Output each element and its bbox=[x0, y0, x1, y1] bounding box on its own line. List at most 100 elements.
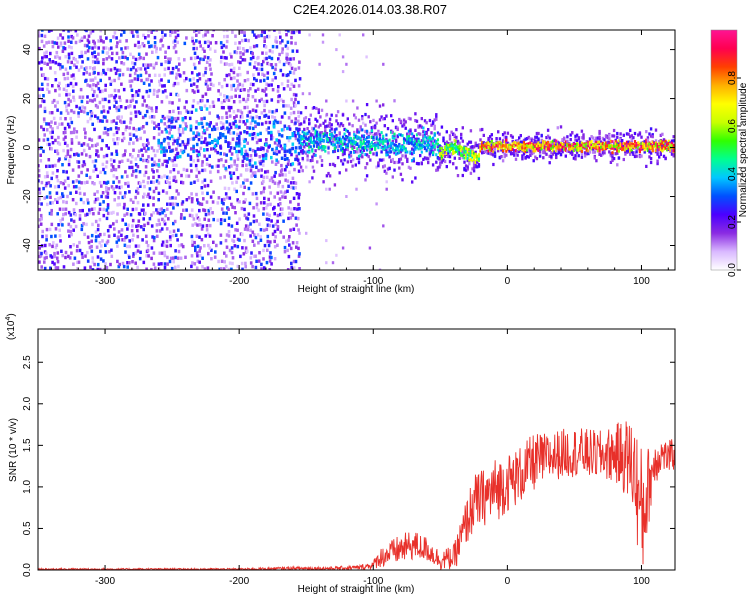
spectrogram-cell bbox=[48, 211, 52, 216]
spectrogram-cell bbox=[402, 118, 406, 122]
spectrogram-cell bbox=[375, 141, 378, 145]
spectrogram-cell bbox=[472, 163, 476, 167]
spectrogram-cell bbox=[341, 246, 345, 250]
spectrogram-cell bbox=[255, 196, 259, 201]
spectrogram-cell bbox=[57, 184, 60, 189]
spectrogram-cell bbox=[477, 157, 480, 161]
spectrogram-cell bbox=[383, 117, 386, 121]
spectrogram-cell bbox=[94, 235, 98, 239]
spectrogram-cell bbox=[141, 42, 145, 46]
spectrogram-cell bbox=[69, 245, 72, 249]
spectrogram-cell bbox=[365, 55, 368, 59]
spectrogram-cell bbox=[411, 159, 414, 162]
spectrogram-cell bbox=[337, 137, 340, 141]
spectrogram-cell bbox=[479, 128, 482, 132]
spectrogram-cell bbox=[145, 254, 148, 258]
spectrogram-cell bbox=[238, 99, 242, 104]
spectrogram-cell bbox=[415, 146, 419, 150]
spectrogram-cell bbox=[640, 142, 643, 146]
spectrogram-cell bbox=[298, 267, 301, 270]
spectrogram-cell bbox=[505, 140, 508, 144]
spectrogram-cell bbox=[407, 116, 411, 120]
spectrogram-cell bbox=[65, 84, 68, 88]
spectrogram-cell bbox=[290, 97, 293, 102]
spectrogram-cell bbox=[325, 136, 328, 140]
spectrogram-cell bbox=[147, 147, 150, 151]
spectrogram-cell bbox=[382, 62, 385, 66]
spectrogram-cell bbox=[357, 144, 361, 148]
spectrogram-cell bbox=[113, 98, 117, 103]
spectrogram-cell bbox=[140, 208, 144, 212]
spectrogram-cell bbox=[282, 191, 285, 195]
spectrogram-cell bbox=[141, 103, 145, 107]
spectrogram-cell bbox=[185, 198, 189, 202]
spectrogram-cell bbox=[118, 202, 121, 207]
spectrogram-cell bbox=[81, 164, 85, 168]
spectrogram-cell bbox=[325, 132, 329, 136]
spectrogram-cell bbox=[98, 180, 102, 185]
spectrogram-cell bbox=[127, 184, 130, 188]
spectrogram-cell bbox=[359, 125, 362, 129]
spectrogram-cell bbox=[58, 87, 61, 91]
spectrogram-cell bbox=[234, 34, 237, 38]
spectrogram-cell bbox=[295, 127, 298, 131]
spectrogram-cell bbox=[177, 127, 181, 131]
spectrogram-cell bbox=[251, 95, 255, 99]
spectrogram-cell bbox=[285, 60, 288, 64]
spectrogram-cell bbox=[423, 119, 427, 123]
spectrogram-cell bbox=[216, 139, 219, 143]
spectrogram-cell bbox=[123, 213, 126, 217]
spectrogram-cell bbox=[53, 251, 56, 256]
spectrogram-cell bbox=[107, 55, 111, 59]
spectrogram-cell bbox=[500, 141, 503, 145]
spectrogram-cell bbox=[266, 239, 270, 244]
spectrogram-cell bbox=[280, 128, 284, 132]
spectrogram-cell bbox=[78, 55, 81, 59]
spectrogram-cell bbox=[110, 57, 114, 61]
spectrogram-cell bbox=[72, 76, 76, 81]
spectrogram-cell bbox=[287, 184, 290, 188]
spectrogram-cell bbox=[281, 50, 284, 55]
spectrogram-cell bbox=[291, 213, 295, 217]
spectrogram-cell bbox=[160, 119, 163, 123]
spectrogram-cell bbox=[82, 142, 86, 146]
spectrogram-cell bbox=[596, 141, 600, 145]
spectrogram-cell bbox=[174, 153, 178, 158]
spectrogram-cell bbox=[242, 97, 245, 102]
spectrogram-cell bbox=[212, 240, 215, 244]
spectrogram-cell bbox=[430, 123, 433, 127]
spectrogram-cell bbox=[118, 160, 121, 164]
spectrogram-cell bbox=[273, 205, 276, 210]
spectrogram-cell bbox=[128, 104, 132, 108]
spectrogram-cell bbox=[509, 152, 513, 156]
spectrogram-cell bbox=[148, 88, 152, 93]
spectrogram-cell bbox=[193, 51, 197, 55]
spectrogram-cell bbox=[53, 71, 57, 75]
spectrogram-cell bbox=[535, 131, 539, 136]
spectrogram-cell bbox=[86, 44, 89, 48]
spectrogram-cell bbox=[291, 241, 295, 245]
spectrogram-cell bbox=[319, 133, 322, 137]
spectrogram-cell bbox=[308, 137, 311, 141]
spectrogram-cell bbox=[139, 184, 142, 188]
spectrogram-cell bbox=[83, 35, 86, 39]
spectrogram-cell bbox=[62, 212, 65, 217]
spectrogram-cell bbox=[521, 157, 524, 161]
spectrogram-cell bbox=[109, 82, 113, 86]
spectrogram-cell bbox=[93, 164, 97, 168]
spectrogram-cell bbox=[254, 120, 257, 124]
spectrogram-cell bbox=[50, 234, 53, 239]
spectrogram-cell bbox=[195, 266, 199, 270]
spectrogram-cell bbox=[44, 184, 48, 188]
spectrogram-cell bbox=[193, 66, 197, 70]
spectrogram-cell bbox=[70, 232, 73, 237]
spectrogram-cell bbox=[238, 82, 242, 87]
spectrogram-cell bbox=[487, 146, 490, 149]
spectrogram-cell bbox=[227, 223, 231, 227]
spectrogram-cell bbox=[139, 157, 143, 162]
spectrogram-cell bbox=[436, 168, 440, 172]
spectrogram-cell bbox=[141, 115, 145, 120]
spectrogram-cell bbox=[174, 35, 178, 40]
spectrogram-cell bbox=[174, 255, 177, 260]
spectrogram-cell bbox=[129, 52, 132, 56]
